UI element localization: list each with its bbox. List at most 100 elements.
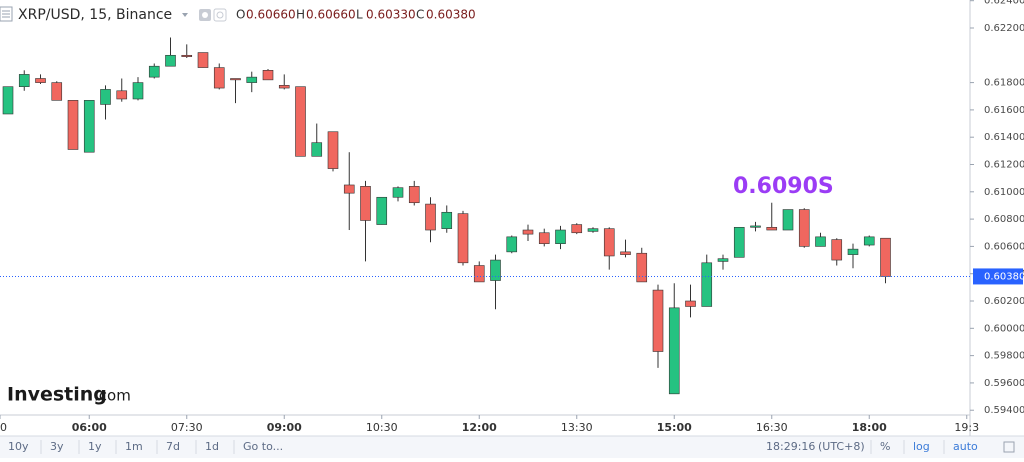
x-tick-label: 10:30 bbox=[366, 421, 398, 434]
candle-body bbox=[230, 78, 241, 81]
x-tick-label: 16:30 bbox=[756, 421, 788, 434]
candle-body bbox=[652, 289, 664, 352]
candle-body bbox=[148, 65, 160, 78]
candle-body bbox=[685, 300, 696, 307]
x-tick-label: 07:30 bbox=[171, 421, 203, 434]
candle-body bbox=[571, 224, 583, 234]
y-tick-label: 0.59600 bbox=[984, 378, 1024, 389]
candle-body bbox=[83, 100, 95, 153]
candle-body bbox=[67, 100, 79, 150]
annotation: 0.6090S bbox=[733, 174, 834, 199]
candles bbox=[2, 37, 891, 395]
y-tick-label: 0.62400 bbox=[984, 0, 1024, 7]
ohlc-value: 0.60330 bbox=[366, 8, 416, 22]
last-price-label: 0.60380 bbox=[984, 271, 1024, 282]
x-tick-label: 12:00 bbox=[462, 421, 497, 434]
y-tick-label: 0.61600 bbox=[984, 105, 1024, 116]
range-button[interactable]: 1d bbox=[205, 440, 219, 453]
eye-icon-pupil bbox=[202, 12, 208, 18]
candle-body bbox=[766, 226, 778, 231]
settings-gear[interactable] bbox=[1003, 441, 1015, 453]
candle-body bbox=[132, 82, 144, 100]
dropdown-arrow[interactable] bbox=[182, 13, 188, 17]
chart-title: XRP/USD, 15, Binance bbox=[18, 7, 172, 23]
y-tick-label: 0.60600 bbox=[984, 241, 1024, 252]
candle-body bbox=[457, 213, 469, 264]
candle-body bbox=[506, 236, 518, 253]
candle-body bbox=[490, 259, 501, 281]
candle-body bbox=[636, 252, 648, 283]
toolbar: 10y 3y 1y 1m 7d 1d Go to... 18:29:16 (UTC+8)% log… bbox=[8, 440, 1015, 454]
candle-body bbox=[35, 78, 46, 83]
x-tick-label: 18:00 bbox=[852, 421, 887, 434]
x-tick-label: 13:30 bbox=[561, 421, 593, 434]
x-tick-label: 0 bbox=[0, 421, 7, 434]
candle-body bbox=[831, 239, 843, 261]
candle-body bbox=[100, 89, 111, 105]
candle-body bbox=[620, 251, 631, 255]
candle-body bbox=[473, 265, 485, 283]
candle-body bbox=[522, 229, 534, 235]
candle-body bbox=[798, 209, 810, 247]
range-button[interactable]: 7d bbox=[166, 440, 180, 453]
candle-body bbox=[213, 67, 225, 89]
ohlc-key: H bbox=[296, 8, 305, 22]
y-tick-label: 0.60200 bbox=[984, 296, 1024, 307]
candle-body bbox=[863, 236, 875, 246]
range-button[interactable]: Go to... bbox=[243, 440, 283, 453]
y-tick-label: 0.59800 bbox=[984, 351, 1024, 362]
y-tick-label: 0.61000 bbox=[984, 187, 1024, 198]
candle-body bbox=[701, 262, 713, 307]
candle-body bbox=[278, 85, 290, 89]
x-tick-label: 09:00 bbox=[267, 421, 302, 434]
candle-body bbox=[295, 86, 306, 157]
candle-body bbox=[603, 228, 615, 257]
candle-body bbox=[668, 307, 680, 395]
candle-body bbox=[441, 211, 453, 229]
candle-body bbox=[587, 228, 599, 232]
candle-body bbox=[555, 229, 566, 244]
range-button[interactable]: 3y bbox=[50, 440, 64, 453]
candle-body bbox=[408, 186, 420, 204]
ohlc-value: 0.60660 bbox=[306, 8, 356, 22]
candle-body bbox=[880, 237, 891, 277]
logo-brand: Investing bbox=[7, 384, 107, 406]
candle-body bbox=[425, 203, 436, 231]
candle-body bbox=[733, 226, 745, 258]
y-tick-label: 0.60000 bbox=[984, 323, 1024, 334]
ohlc-key: C bbox=[416, 8, 424, 22]
candle-body bbox=[197, 52, 209, 68]
ohlc-key: O bbox=[236, 8, 245, 22]
settings-icon-gear bbox=[216, 11, 224, 19]
last-price-box bbox=[973, 268, 1023, 285]
option-button[interactable]: log bbox=[913, 440, 930, 453]
range-button[interactable]: 1m bbox=[125, 440, 143, 453]
candle-body bbox=[2, 86, 14, 115]
candle-body bbox=[181, 54, 193, 57]
candle-body bbox=[343, 184, 355, 194]
range-button[interactable]: 1y bbox=[88, 440, 102, 453]
candle-body bbox=[116, 90, 128, 100]
candle-body bbox=[165, 54, 176, 67]
option-button[interactable]: auto bbox=[953, 440, 978, 453]
candle-body bbox=[782, 209, 794, 231]
x-tick-label: 06:00 bbox=[72, 421, 107, 434]
candle-body bbox=[311, 142, 323, 157]
candle-body bbox=[847, 248, 859, 255]
clock: 18:29:16 bbox=[766, 440, 815, 453]
candle-body bbox=[376, 196, 388, 225]
range-button[interactable]: 10y bbox=[8, 440, 29, 453]
y-tick-label: 0.61200 bbox=[984, 159, 1024, 170]
option-button[interactable]: % bbox=[880, 440, 890, 453]
ohlc-legend: O 0.60660 H 0.60660 L 0.60330 C 0.60380 bbox=[236, 8, 476, 22]
candle-body bbox=[538, 232, 550, 244]
candle-body bbox=[262, 70, 274, 81]
candle-body bbox=[815, 236, 826, 247]
timezone[interactable]: (UTC+8) bbox=[818, 440, 865, 453]
settings-icon[interactable] bbox=[213, 8, 227, 22]
ohlc-key: L bbox=[356, 8, 363, 22]
menu-icon[interactable] bbox=[0, 6, 13, 22]
logo-suffix: .com bbox=[94, 387, 131, 405]
